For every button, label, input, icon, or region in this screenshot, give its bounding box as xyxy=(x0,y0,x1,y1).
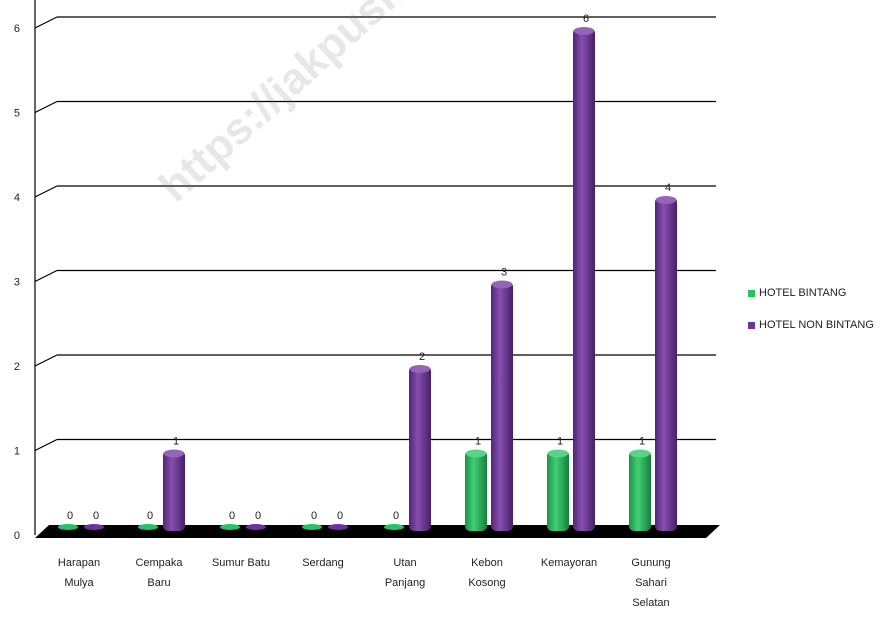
bar-hotel-bintang-5 xyxy=(465,450,487,531)
bar-top-1-5 xyxy=(492,280,512,289)
data-label: 1 xyxy=(173,436,179,448)
bar-top-1-6 xyxy=(574,27,594,35)
gridline-1-diagonal xyxy=(34,438,58,452)
y-tick-label: 4 xyxy=(14,192,20,204)
data-label: 3 xyxy=(501,267,507,279)
data-label: 1 xyxy=(639,436,645,448)
data-label: 0 xyxy=(337,510,343,522)
data-label: 2 xyxy=(419,351,425,363)
bar-hotel-bintang-6 xyxy=(547,450,569,531)
gridlines xyxy=(34,16,716,452)
bar-hotel-bintang-1 xyxy=(138,524,158,530)
data-label: 4 xyxy=(665,182,671,194)
data-label: 0 xyxy=(255,510,261,522)
x-tick-label: Gunung xyxy=(631,557,670,569)
y-tick-label: 5 xyxy=(14,108,20,120)
x-tick-label: Sumur Batu xyxy=(212,557,270,569)
x-tick-label: Cempaka xyxy=(135,557,183,569)
floor-plane xyxy=(35,525,720,538)
bar-hotel-non-bintang-1 xyxy=(163,450,185,531)
data-label: 0 xyxy=(147,510,153,522)
data-label: 0 xyxy=(67,510,73,522)
bar-top-0-5 xyxy=(466,449,486,458)
data-label: 0 xyxy=(393,510,399,522)
x-tick-label: Kebon xyxy=(471,557,503,569)
bar-hotel-bintang-4 xyxy=(384,524,404,530)
x-tick-label: Kosong xyxy=(468,577,505,589)
x-tick-label: Baru xyxy=(147,577,170,589)
legend-label-hotel-bintang: HOTEL BINTANG xyxy=(759,287,847,299)
bar-hotel-non-bintang-3 xyxy=(328,524,348,530)
y-tick-label: 2 xyxy=(14,361,20,373)
bar-hotel-non-bintang-5 xyxy=(491,281,513,531)
y-tick-label: 1 xyxy=(14,446,20,458)
legend-swatch-hotel-non-bintang xyxy=(748,321,755,329)
bar-hotel-bintang-3 xyxy=(302,524,322,530)
x-tick-label: Panjang xyxy=(385,577,425,589)
x-tick-label: Sahari xyxy=(635,577,667,589)
legend-item-hotel-non-bintang: HOTEL NON BINTANG xyxy=(748,318,874,332)
bar-top-0-7 xyxy=(630,449,650,458)
data-label: 0 xyxy=(311,510,317,522)
bar-hotel-bintang-2 xyxy=(220,524,240,530)
y-tick-label: 0 xyxy=(14,530,20,542)
gridline-4-diagonal xyxy=(34,185,58,198)
bar-hotel-non-bintang-2 xyxy=(246,524,266,530)
bar-top-0-6 xyxy=(548,449,568,458)
gridline-2-diagonal xyxy=(34,354,58,367)
bar-hotel-non-bintang-6 xyxy=(573,28,595,531)
data-label: 0 xyxy=(93,510,99,522)
x-tick-label: Serdang xyxy=(302,557,344,569)
data-label: 0 xyxy=(229,510,235,522)
x-tick-label: Mulya xyxy=(64,577,94,589)
gridline-5-diagonal xyxy=(34,100,58,114)
data-label: 1 xyxy=(475,436,481,448)
bar-hotel-non-bintang-0 xyxy=(84,524,104,530)
bar-hotel-bintang-7 xyxy=(629,450,651,531)
legend-item-hotel-bintang: HOTEL BINTANG xyxy=(748,286,874,300)
data-label: 1 xyxy=(557,436,563,448)
legend-label-hotel-non-bintang: HOTEL NON BINTANG xyxy=(759,319,874,331)
bar-top-1-7 xyxy=(656,196,676,204)
chart-floor xyxy=(35,525,720,538)
data-label: 6 xyxy=(583,13,589,25)
gridline-6-diagonal xyxy=(34,16,58,29)
legend: HOTEL BINTANG HOTEL NON BINTANG xyxy=(748,286,874,350)
bar-hotel-bintang-0 xyxy=(58,524,78,530)
x-tick-label: Selatan xyxy=(632,597,669,609)
x-tick-label: Utan xyxy=(393,557,416,569)
legend-swatch-hotel-bintang xyxy=(748,289,755,297)
x-axis-labels: Harapan Mulya Cempaka Baru Sumur Batu Serdang… xyxy=(58,557,671,609)
bar-top-1-1 xyxy=(164,449,184,458)
bar-top-1-4 xyxy=(410,365,430,373)
gridline-3-diagonal xyxy=(34,269,58,283)
x-tick-label: Kemayoran xyxy=(541,557,597,569)
bar-hotel-non-bintang-4 xyxy=(409,366,431,531)
bar-hotel-non-bintang-7 xyxy=(655,197,677,531)
y-tick-label: 3 xyxy=(14,277,20,289)
y-tick-label: 6 xyxy=(14,23,20,35)
x-tick-label: Harapan xyxy=(58,557,100,569)
bars: 0 0 0 1 0 0 0 0 0 2 1 3 1 6 1 4 xyxy=(58,13,677,531)
y-axis: 0 1 2 3 4 5 6 xyxy=(14,0,36,542)
